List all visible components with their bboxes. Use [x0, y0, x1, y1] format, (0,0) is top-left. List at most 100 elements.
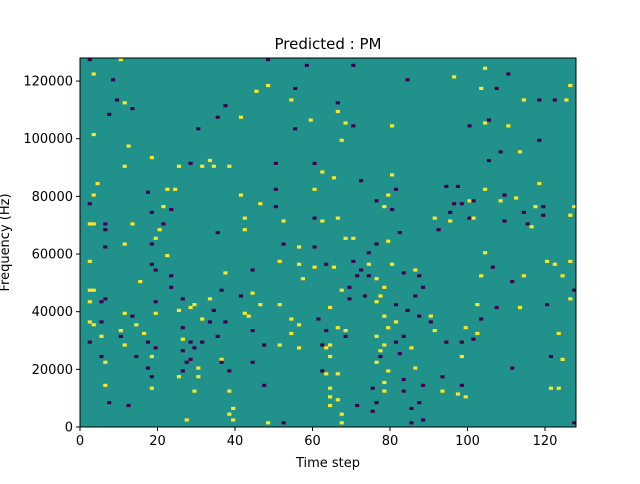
heatmap-cell-low — [413, 294, 418, 298]
heatmap-cell-low — [145, 340, 151, 344]
heatmap-cell-low — [107, 401, 112, 405]
heatmap-cell-high — [289, 317, 294, 321]
heatmap-cell-high — [157, 228, 162, 232]
heatmap-cell-low — [153, 268, 158, 272]
heatmap-cell-low — [444, 340, 449, 344]
plot-area — [79, 57, 577, 428]
heatmap-cell-low — [490, 265, 495, 269]
heatmap-cell-low — [366, 274, 371, 278]
heatmap-cell-low — [444, 184, 449, 189]
heatmap-cell-high — [483, 251, 488, 255]
heatmap-cell-low — [238, 294, 244, 298]
heatmap-cell-low — [169, 285, 174, 289]
heatmap-cell-low — [196, 127, 201, 131]
heatmap-cell-low — [103, 245, 108, 249]
heatmap-cell-low — [405, 308, 410, 312]
heatmap-cell-low — [184, 360, 189, 364]
x-axis: 0 20 40 60 80 100 120 — [76, 427, 557, 449]
heatmap-cell-low — [188, 357, 193, 361]
heatmap-cell-low — [548, 354, 554, 359]
heatmap-cell-high — [467, 199, 472, 203]
heatmap-cell-low — [397, 230, 402, 235]
heatmap-cell-high — [227, 389, 232, 393]
heatmap-cell-high — [568, 259, 573, 263]
heatmap-cell-high — [428, 314, 433, 318]
heatmap-cell-high — [390, 124, 395, 128]
heatmap-cell-high — [277, 259, 282, 263]
heatmap-cell-high — [366, 262, 371, 266]
heatmap-cell-high — [297, 323, 302, 327]
heatmap-cell-low — [87, 202, 92, 206]
heatmap-cell-high — [312, 187, 317, 191]
heatmap-cell-high — [266, 83, 271, 88]
heatmap-cell-high — [87, 320, 92, 324]
heatmap-cell-low — [552, 98, 557, 102]
heatmap-cell-low — [409, 406, 414, 410]
heatmap-cell-low — [366, 251, 371, 255]
heatmap-cell-low — [227, 369, 232, 373]
heatmap-cell-high — [238, 115, 244, 119]
heatmap-cell-low — [87, 58, 92, 62]
heatmap-cell-low — [393, 340, 399, 344]
heatmap-cell-high — [564, 98, 569, 102]
heatmap-cell-high — [223, 271, 228, 275]
heatmap-cell-low — [169, 207, 174, 212]
heatmap-cell-high — [134, 323, 139, 327]
heatmap-cell-high — [455, 392, 461, 396]
heatmap-cell-high — [142, 331, 147, 336]
heatmap-cell-low — [541, 213, 546, 217]
heatmap-cell-low — [312, 245, 317, 249]
heatmap-cell-low — [107, 112, 112, 116]
heatmap-cell-low — [421, 285, 426, 289]
heatmap-cell-high — [413, 366, 418, 370]
heatmap-cell-low — [180, 297, 185, 301]
heatmap-cell-high — [448, 219, 453, 223]
heatmap-cell-low — [99, 300, 104, 304]
heatmap-cell-low — [448, 210, 453, 214]
heatmap-cell-high — [331, 176, 337, 180]
heatmap-cell-high — [289, 331, 294, 336]
heatmap-cell-high — [393, 320, 399, 324]
heatmap-cell-low — [355, 274, 360, 278]
heatmap-cell-high — [335, 109, 340, 114]
heatmap-cell-low — [273, 205, 278, 209]
heatmap-cell-high — [475, 331, 480, 336]
x-tick-label: 100 — [455, 434, 480, 449]
heatmap-cell-low — [459, 383, 464, 387]
heatmap-cell-low — [343, 334, 348, 338]
heatmap-cell-low — [409, 421, 414, 425]
heatmap-cell-high — [382, 343, 387, 347]
heatmap-cell-high — [390, 173, 395, 177]
heatmap-cell-low — [320, 369, 325, 373]
heatmap-cell-high — [521, 274, 526, 278]
heatmap-cell-low — [393, 187, 399, 191]
heatmap-cell-high — [176, 164, 182, 168]
heatmap-cell-low — [359, 268, 364, 272]
heatmap-cell-low — [486, 118, 492, 122]
heatmap-cell-low — [103, 228, 108, 232]
heatmap-cell-high — [452, 75, 457, 79]
heatmap-cell-high — [87, 259, 92, 263]
heatmap-cell-high — [219, 357, 224, 361]
heatmap-cell-high — [192, 389, 197, 393]
heatmap-cell-high — [308, 118, 313, 122]
heatmap-cells — [87, 58, 577, 425]
heatmap-cell-high — [343, 121, 348, 125]
heatmap-cell-high — [432, 328, 437, 333]
heatmap-cell-high — [556, 386, 561, 390]
heatmap-cell-low — [486, 158, 492, 163]
heatmap-cell-high — [312, 265, 317, 269]
heatmap-cell-high — [382, 285, 387, 289]
heatmap-cell-high — [231, 418, 236, 422]
y-tick-label: 40000 — [32, 305, 73, 320]
heatmap-cell-low — [134, 354, 139, 359]
heatmap-cell-low — [440, 375, 445, 379]
heatmap-cell-low — [281, 421, 286, 425]
heatmap-cell-high — [339, 421, 344, 425]
heatmap-cell-low — [316, 317, 321, 321]
heatmap-cell-low — [417, 314, 422, 318]
heatmap-cell-high — [548, 386, 554, 390]
heatmap-cell-low — [118, 334, 123, 338]
heatmap-cell-high — [297, 346, 302, 350]
